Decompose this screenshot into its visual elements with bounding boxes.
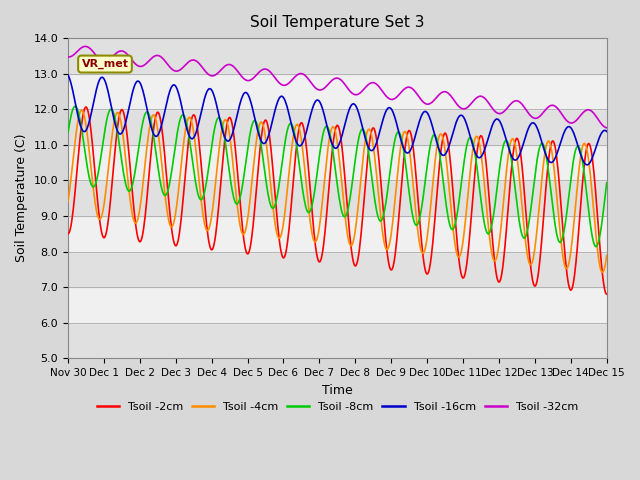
Bar (68, 287, 607, 323)
Bar (68, 145, 607, 180)
Legend: Tsoil -2cm, Tsoil -4cm, Tsoil -8cm, Tsoil -16cm, Tsoil -32cm: Tsoil -2cm, Tsoil -4cm, Tsoil -8cm, Tsoi… (92, 398, 582, 417)
Text: VR_met: VR_met (81, 59, 129, 69)
Bar (68, 109, 607, 145)
Y-axis label: Soil Temperature (C): Soil Temperature (C) (15, 134, 28, 263)
Title: Soil Temperature Set 3: Soil Temperature Set 3 (250, 15, 424, 30)
Bar (68, 74, 607, 109)
Bar (68, 323, 607, 358)
Bar (68, 252, 607, 287)
X-axis label: Time: Time (322, 384, 353, 396)
Bar (68, 38, 607, 74)
Bar (68, 180, 607, 216)
Bar (68, 216, 607, 252)
